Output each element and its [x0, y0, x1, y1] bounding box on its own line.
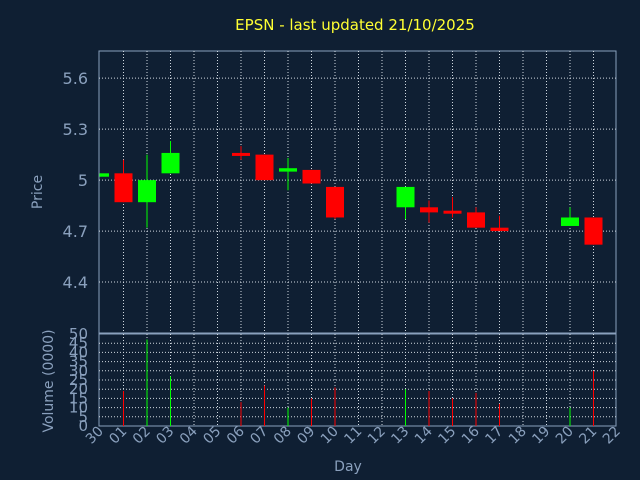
candle-body	[443, 210, 462, 214]
candles-group	[99, 141, 603, 245]
day-tick-label: 15	[435, 424, 459, 448]
grid-lines	[99, 51, 616, 426]
candle-body	[326, 186, 344, 218]
volume-tick-label: 50	[69, 325, 88, 343]
day-tick-label: 05	[200, 424, 224, 448]
volume-tick-label: 45	[69, 334, 88, 352]
x-axis-label: Day	[334, 459, 362, 475]
candle-body	[396, 186, 415, 208]
candle-body	[467, 212, 485, 228]
candle-body	[161, 152, 180, 174]
volume-tick-label: 20	[69, 380, 88, 398]
candle-body	[232, 152, 250, 156]
day-tick-label: 16	[459, 423, 483, 447]
volume-tick-label: 40	[69, 343, 88, 361]
candle-body	[561, 217, 579, 226]
candle-body	[490, 227, 509, 232]
day-tick-label: 14	[412, 423, 436, 447]
candle-body	[420, 207, 438, 213]
candle-body	[138, 180, 156, 203]
day-tick-label: 08	[271, 424, 295, 448]
day-tick-label: 06	[224, 423, 248, 447]
day-tick-label: 11	[341, 424, 365, 448]
candle-body	[279, 168, 297, 172]
volume-tick-label: 30	[69, 362, 88, 380]
day-axis-ticks: 30 01 02 03 04 05 06 07 08 09 10 11 12 13 14 15 16 17 18 19…	[83, 423, 624, 447]
candle-body	[100, 173, 109, 177]
volume-tick-label: 5	[78, 408, 88, 426]
day-tick-label: 09	[294, 424, 318, 448]
day-tick-label: 18	[506, 424, 530, 448]
day-tick-label: 19	[529, 424, 553, 448]
day-tick-label: 20	[553, 424, 577, 448]
price-axis-label: Price	[30, 175, 46, 209]
price-tick-label: 5.6	[63, 69, 88, 88]
price-axis-ticks: 4.4 4.7 5 5.3 5.6	[63, 69, 88, 292]
candle-body	[114, 173, 133, 203]
volume-tick-label: 10	[69, 399, 88, 417]
day-tick-label: 10	[318, 424, 342, 448]
price-tick-label: 4.7	[63, 222, 88, 241]
candle-body	[302, 169, 321, 184]
day-tick-label: 12	[365, 424, 389, 448]
price-panel-frame	[98, 50, 617, 334]
day-tick-label: 02	[130, 424, 154, 448]
price-tick-label: 5	[78, 171, 88, 190]
day-tick-label: 17	[482, 424, 506, 448]
day-tick-label: 04	[177, 423, 201, 447]
day-tick-label: 22	[600, 424, 624, 448]
volume-tick-label: 0	[78, 417, 88, 435]
volume-axis-label: Volume (0000)	[41, 329, 57, 432]
day-tick-label: 21	[576, 424, 600, 448]
day-tick-label: 07	[247, 424, 271, 448]
day-tick-label: 01	[106, 424, 130, 448]
candle-body	[255, 154, 274, 181]
volume-tick-label: 15	[69, 389, 88, 407]
volume-tick-label: 25	[69, 371, 88, 389]
day-tick-label: 03	[153, 424, 177, 448]
chart-title: EPSN - last updated 21/10/2025	[235, 16, 475, 34]
candle-body	[584, 217, 603, 245]
price-tick-label: 4.4	[63, 273, 88, 292]
price-tick-label: 5.3	[63, 120, 88, 139]
day-tick-label: 13	[388, 424, 412, 448]
volume-bars-group	[123, 339, 594, 426]
volume-tick-label: 35	[69, 353, 88, 371]
